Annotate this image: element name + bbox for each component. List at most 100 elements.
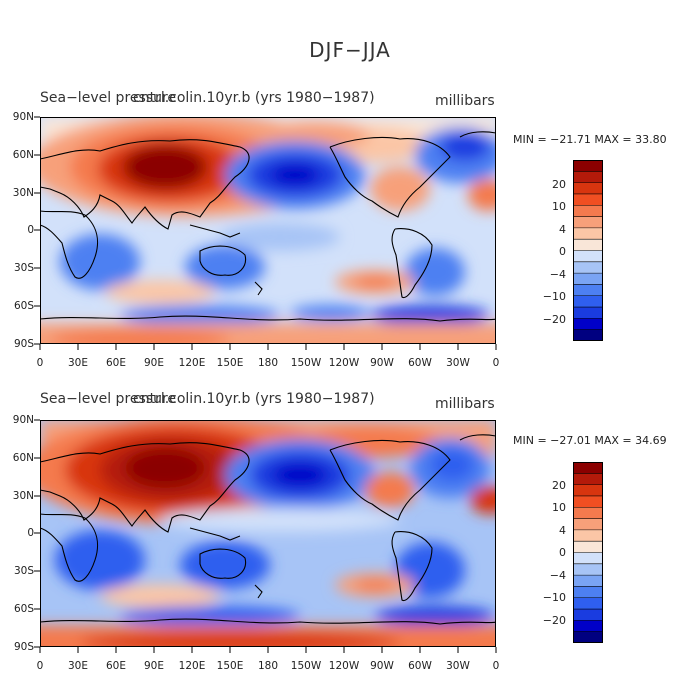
panel1-ytick: 60N (12, 149, 34, 161)
panel2-xtick: 90E (144, 660, 164, 672)
colorbar-swatch (573, 261, 603, 274)
panel1-colorbar-label: 10 (552, 200, 566, 213)
colorbar-swatch (573, 563, 603, 576)
panel1-xtick: 180 (257, 357, 279, 369)
colorbar-swatch (573, 462, 603, 474)
panel2-xtick: 150E (216, 660, 244, 672)
colorbar-swatch (573, 597, 603, 610)
panel1-axis-ticks (34, 116, 497, 350)
panel2-coastlines (40, 434, 496, 625)
colorbar-swatch (573, 250, 603, 263)
colorbar-swatch (573, 552, 603, 565)
panel1-ytick: 30N (12, 187, 34, 199)
colorbar-swatch (573, 631, 603, 643)
colorbar-swatch (573, 239, 603, 251)
panel1-xtick: 60E (106, 357, 126, 369)
colorbar-swatch (573, 609, 603, 621)
panel2-colorbar-label: −20 (542, 614, 566, 627)
panel1-map (40, 117, 496, 344)
panel2-title: Sea−level pressure (40, 391, 177, 407)
colorbar-swatch (573, 620, 603, 633)
colorbar-swatch (573, 227, 603, 240)
colorbar-frame (573, 462, 603, 643)
panel1-colorbar-label: −20 (542, 313, 566, 326)
panel1-colorbar-label: 4 (559, 223, 566, 236)
panel1-colorbar-label: −10 (542, 290, 566, 303)
panel2-colorbar-label: 10 (552, 501, 566, 514)
colorbar-swatch (573, 586, 603, 599)
panel2-xtick: 0 (36, 660, 44, 672)
panel1-run-label: cntrl.colin.10yr.b (yrs 1980−1987) (133, 90, 375, 106)
panel1-ytick: 0 (27, 224, 34, 236)
panel1-colorbar (573, 160, 603, 341)
colorbar-swatch (573, 307, 603, 319)
panel2-run-label: cntrl.colin.10yr.b (yrs 1980−1987) (133, 391, 375, 407)
panel1-colorbar-label: 20 (552, 178, 566, 191)
panel1-xtick: 120E (178, 357, 206, 369)
colorbar-swatch (573, 193, 603, 206)
panel1-xtick: 150E (216, 357, 244, 369)
panel1-xtick: 150W (290, 357, 322, 369)
colorbar-swatch (573, 284, 603, 297)
panel2-ytick: 0 (27, 527, 34, 539)
panel2-xtick: 120W (328, 660, 360, 672)
colorbar-swatch (573, 160, 603, 172)
colorbar-swatch (573, 318, 603, 331)
colorbar-swatch (573, 182, 603, 195)
colorbar-swatch (573, 273, 603, 285)
colorbar-swatch (573, 529, 603, 542)
panel1-coastlines (40, 131, 496, 322)
panel2-xtick: 180 (257, 660, 279, 672)
panel2-xtick: 60W (408, 660, 432, 672)
panel1-colorbar-label: −4 (549, 268, 566, 281)
panel2-frame (40, 420, 496, 647)
colorbar-swatch (573, 575, 603, 587)
panel1-minmax: MIN = −21.71 MAX = 33.80 (513, 133, 667, 146)
panel1-title: Sea−level pressure (40, 90, 177, 106)
panel2-units: millibars (435, 396, 495, 412)
panel2-colorbar-label: 20 (552, 479, 566, 492)
panel2-xtick: 120E (178, 660, 206, 672)
panel2-xtick: 150W (290, 660, 322, 672)
colorbar-swatch (573, 507, 603, 520)
panel2-map (40, 420, 496, 647)
panel2-xtick: 90W (370, 660, 394, 672)
colorbar-swatch (573, 171, 603, 184)
panel2-colorbar-label: −10 (542, 591, 566, 604)
colorbar-swatch (573, 329, 603, 341)
colorbar-frame (573, 160, 603, 341)
panel1-units: millibars (435, 93, 495, 109)
panel1-frame (40, 117, 496, 344)
panel1-xtick: 30W (446, 357, 470, 369)
panel2-colorbar-label: −4 (549, 569, 566, 582)
panel2-colorbar-label: 4 (559, 524, 566, 537)
panel1-xtick: 90E (144, 357, 164, 369)
colorbar-swatch (573, 541, 603, 553)
panel2-colorbar (573, 462, 603, 643)
colorbar-swatch (573, 495, 603, 508)
panel2-ytick: 90N (12, 414, 34, 426)
panel2-ytick: 60S (13, 603, 34, 615)
panel2-xtick: 30W (446, 660, 470, 672)
panel2-ytick: 30S (13, 565, 34, 577)
colorbar-swatch (573, 518, 603, 531)
panel2-xtick: 60E (106, 660, 126, 672)
panel1-colorbar-label: 0 (559, 245, 566, 258)
panel1-xtick: 0 (36, 357, 44, 369)
colorbar-swatch (573, 216, 603, 229)
panel1-xtick: 120W (328, 357, 360, 369)
panel1-xtick: 30E (68, 357, 88, 369)
panel1-xtick: 60W (408, 357, 432, 369)
panel1-xtick: 90W (370, 357, 394, 369)
panel2-ytick: 60N (12, 452, 34, 464)
colorbar-swatch (573, 473, 603, 486)
panel2-xtick: 0 (492, 660, 500, 672)
panel2-xtick: 30E (68, 660, 88, 672)
panel2-minmax: MIN = −27.01 MAX = 34.69 (513, 434, 667, 447)
figure-title: DJF−JJA (309, 38, 391, 62)
colorbar-swatch (573, 484, 603, 497)
panel2-ytick: 90S (13, 641, 34, 653)
panel2-axis-ticks (34, 419, 497, 653)
colorbar-swatch (573, 205, 603, 218)
panel1-xtick: 0 (492, 357, 500, 369)
